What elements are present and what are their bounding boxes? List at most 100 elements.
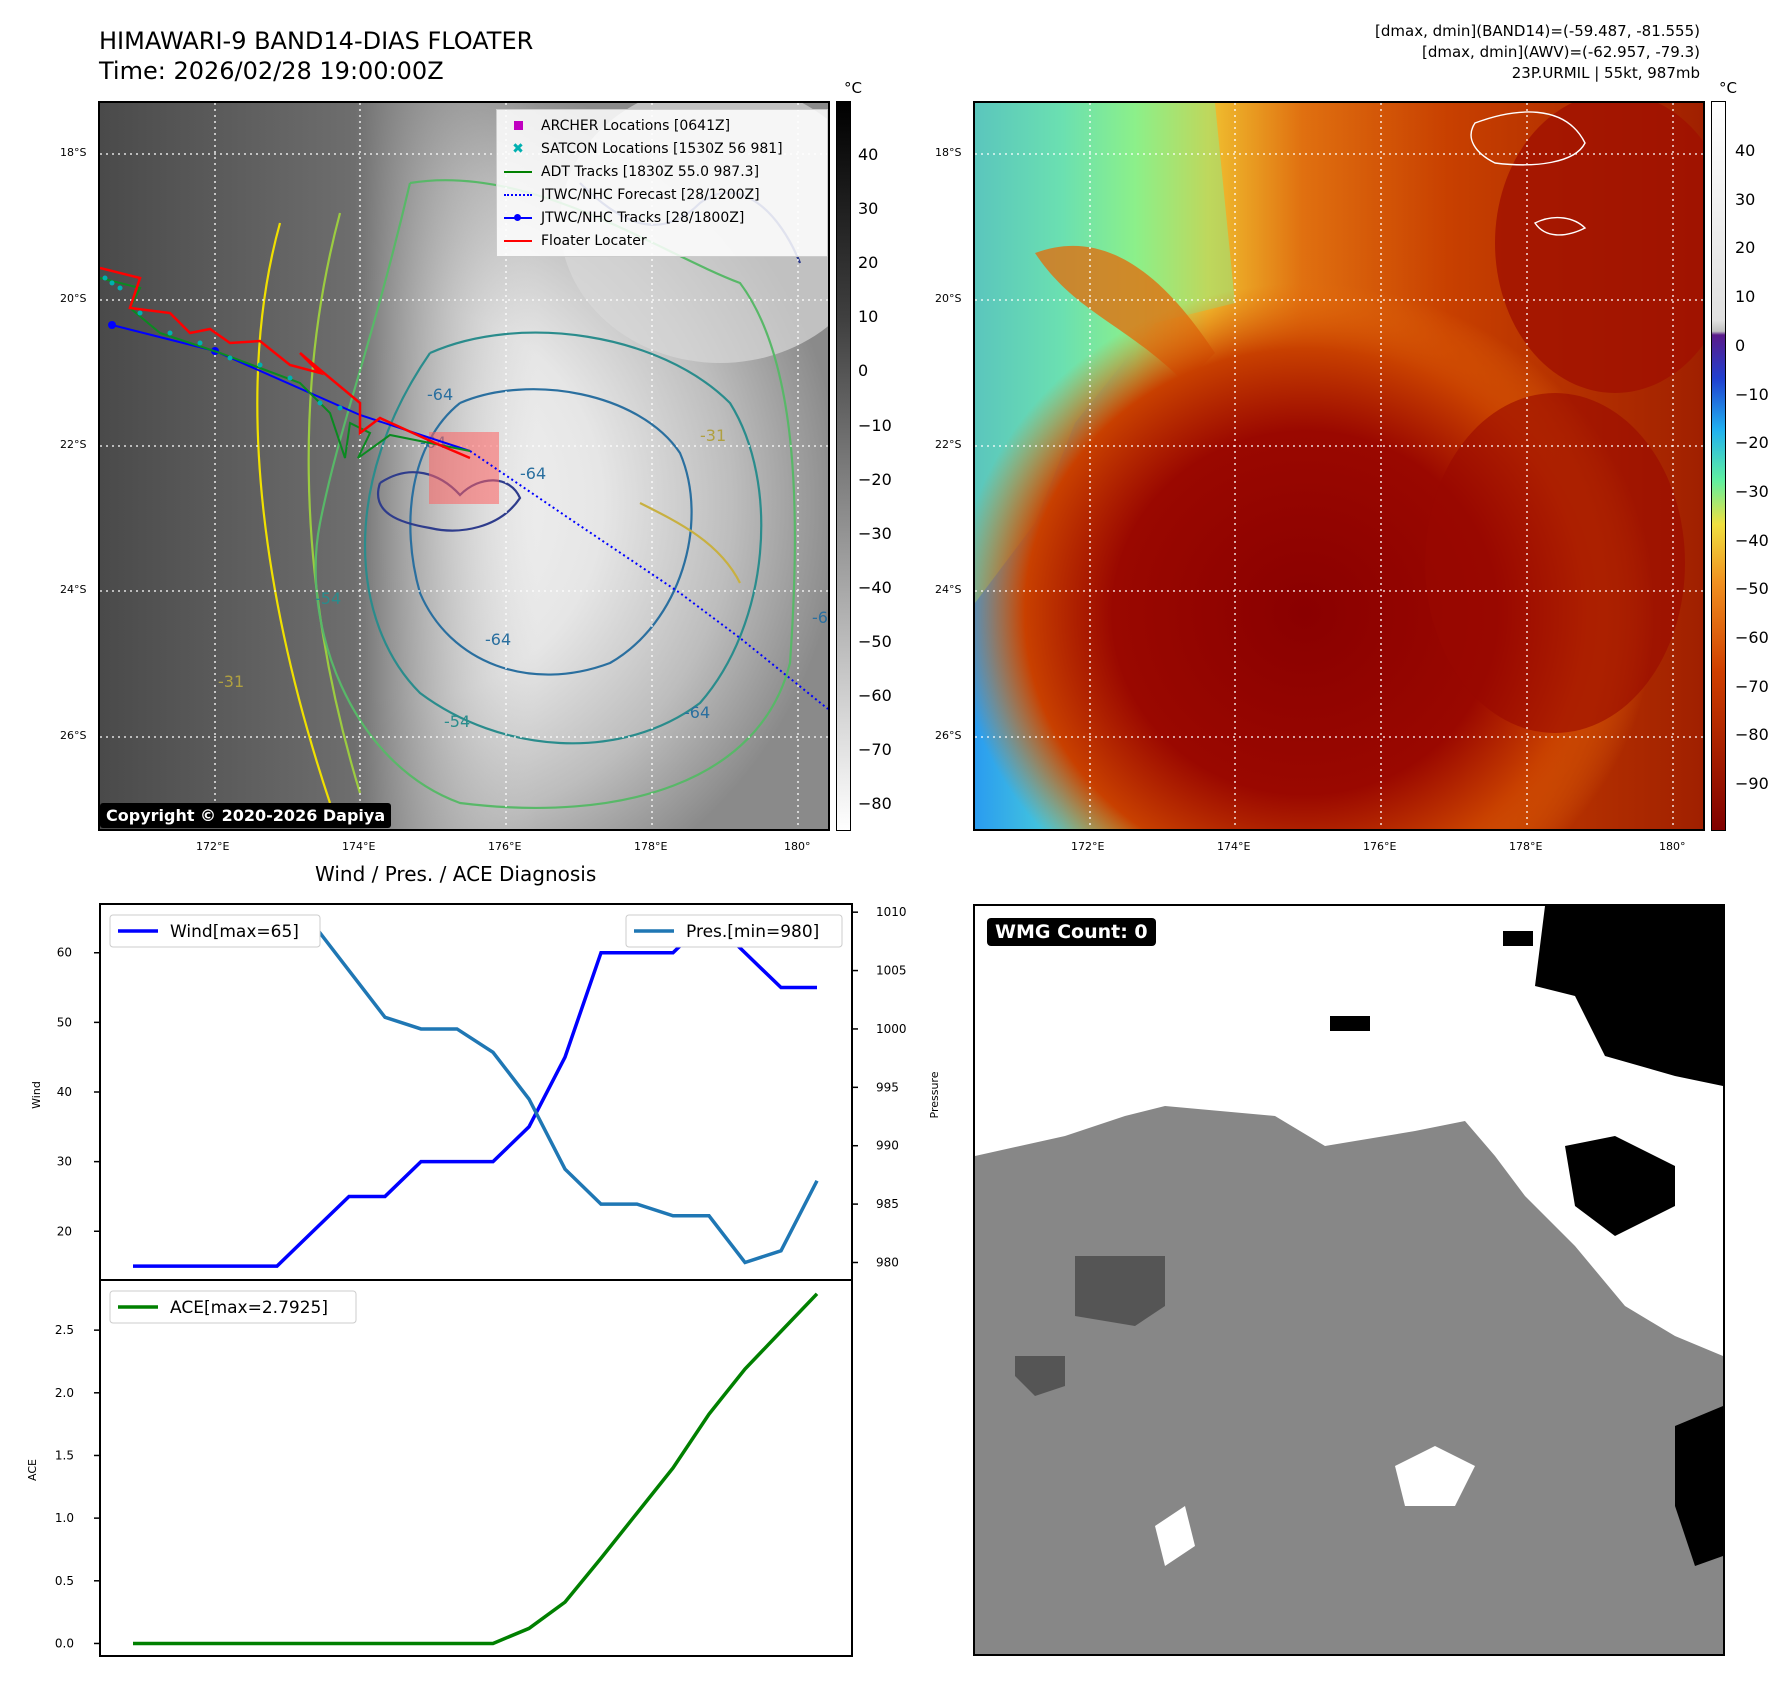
wind-tick-label: 60: [57, 946, 72, 960]
pressure-tick-label: 1010: [876, 905, 907, 919]
awv-colorbar-unit: °C: [1719, 79, 1737, 97]
ace-axis-label: ACE: [26, 1459, 39, 1481]
wind-tick-label: 30: [57, 1155, 72, 1169]
island-outline: [1533, 216, 1587, 236]
legend-item-adt: ADT Tracks [1830Z 55.0 987.3]: [503, 160, 821, 183]
legend-item-floater: Floater Locater: [503, 229, 821, 252]
colorbar-tick-label: −60: [1735, 628, 1769, 647]
contour-label: -31: [218, 672, 244, 691]
contour-label: -54: [315, 589, 341, 608]
legend-label: ARCHER Locations [0641Z]: [541, 117, 731, 134]
ace-tick-label: 2.0: [55, 1386, 74, 1400]
colorbar-tick-label: −30: [1735, 481, 1769, 501]
contour-label: -54: [444, 712, 470, 731]
ir-colorbar-unit: °C: [844, 79, 862, 97]
colorbar-tick-label: −20: [1735, 433, 1769, 453]
ir-legend: ARCHER Locations [0641Z] ✖ SATCON Locati…: [496, 109, 828, 257]
lon-label: 176°E: [488, 840, 522, 853]
colorbar-tick-label: −30: [858, 523, 892, 543]
contour-label: -64: [684, 703, 710, 722]
ace-axes: [99, 1279, 853, 1657]
lat-label: 18°S: [60, 146, 87, 159]
colorbar-tick-label: 40: [1735, 141, 1756, 160]
lat-label: 22°S: [935, 438, 962, 451]
lon-label: 180°: [1659, 840, 1686, 853]
pressure-tick-label: 985: [876, 1197, 899, 1211]
lat-label: 18°S: [935, 146, 962, 159]
wmg-image: [975, 906, 1723, 1654]
colorbar-tick-label: −70: [1735, 676, 1769, 696]
legend-label: JTWC/NHC Tracks [28/1800Z]: [541, 209, 745, 226]
ace-legend: ACE[max=2.7925]: [109, 1290, 357, 1324]
lat-label: 20°S: [935, 292, 962, 305]
contour-label: -6: [812, 608, 828, 627]
colorbar-tick-label: 40: [858, 145, 879, 164]
ace-tick-label: 0.0: [55, 1636, 74, 1650]
colorbar-tick-label: −40: [1735, 530, 1769, 550]
wind-tick-label: 20: [57, 1224, 72, 1238]
awv-gridlines: [975, 103, 1703, 829]
legend-label: Floater Locater: [541, 232, 647, 249]
lat-label: 26°S: [60, 729, 87, 742]
ace-tick-label: 1.0: [55, 1511, 74, 1525]
colorbar-tick-label: −80: [858, 794, 892, 814]
pressure-series-line: [133, 922, 819, 1265]
contour-label: -64: [427, 385, 453, 404]
wind-series-line: [133, 915, 817, 1268]
ace-tick-label: 2.5: [55, 1323, 74, 1337]
contour-label: -64: [485, 630, 511, 649]
wind-legend: Wind[max=65]: [109, 914, 321, 948]
figure-title: HIMAWARI-9 BAND14-DIAS FLOATER: [99, 27, 534, 55]
line-marker-icon: [504, 239, 532, 242]
lat-label: 24°S: [935, 583, 962, 596]
lon-label: 174°E: [1217, 840, 1251, 853]
colorbar-tick-label: 20: [858, 253, 879, 273]
awv-map: [973, 101, 1705, 831]
dotted-line-icon: [504, 193, 532, 196]
colorbar-tick-label: 0: [858, 361, 869, 381]
pressure-tick-label: 990: [876, 1139, 899, 1153]
colorbar-tick-label: −50: [858, 631, 892, 651]
awv-range: [dmax, dmin](AWV)=(-62.957, -79.3): [1421, 43, 1700, 61]
colorbar-tick-label: −10: [858, 415, 892, 435]
awv-map-image: [975, 103, 1703, 829]
pressure-tick-label: 995: [876, 1080, 899, 1094]
wind-axis-ticks: 20 30 40 50 60: [57, 946, 100, 1238]
ace-tick-label: 0.5: [55, 1574, 74, 1588]
wind-legend-label: Wind[max=65]: [170, 922, 299, 942]
lon-label: 178°E: [1509, 840, 1543, 853]
copyright-notice: Copyright © 2020-2026 Dapiya: [100, 803, 392, 828]
jtwc-track-point: [108, 321, 116, 329]
pressure-legend: Pres.[min=980]: [625, 914, 843, 948]
x-marker-icon: ✖: [512, 140, 524, 157]
forecast-track: [469, 450, 828, 710]
colorbar-tick-label: −90: [1735, 774, 1769, 794]
colorbar-tick-label: −80: [1735, 725, 1769, 745]
wind-tick-label: 40: [57, 1085, 72, 1099]
wmg-panel: WMG Count: 0: [973, 904, 1725, 1656]
pressure-axis-label: Pressure: [928, 1071, 941, 1118]
colorbar-tick-label: −50: [1735, 579, 1769, 599]
lat-label: 24°S: [60, 583, 87, 596]
wind-tick-label: 50: [57, 1015, 72, 1029]
colorbar-tick-label: 0: [1735, 335, 1746, 355]
awv-colorbar: [1711, 101, 1726, 831]
colorbar-tick-label: 10: [858, 307, 879, 327]
colorbar-tick-label: 30: [858, 199, 879, 219]
lat-label: 26°S: [935, 729, 962, 742]
floater-track: [100, 266, 471, 460]
lat-label: 22°S: [60, 438, 87, 451]
colorbar-tick-label: 20: [1735, 238, 1756, 258]
legend-item-satcon: ✖ SATCON Locations [1530Z 56 981]: [503, 137, 821, 160]
lon-label: 180°: [784, 840, 811, 853]
colorbar-tick-label: −40: [858, 577, 892, 597]
ace-series-line: [133, 1292, 819, 1646]
legend-label: SATCON Locations [1530Z 56 981]: [541, 140, 783, 157]
lon-label: 172°E: [196, 840, 230, 853]
legend-label: JTWC/NHC Forecast [28/1200Z]: [541, 186, 760, 203]
legend-item-archer: ARCHER Locations [0641Z]: [503, 114, 821, 137]
wind-pressure-axes: [99, 903, 853, 1281]
lon-label: 174°E: [342, 840, 376, 853]
lon-label: 178°E: [634, 840, 668, 853]
